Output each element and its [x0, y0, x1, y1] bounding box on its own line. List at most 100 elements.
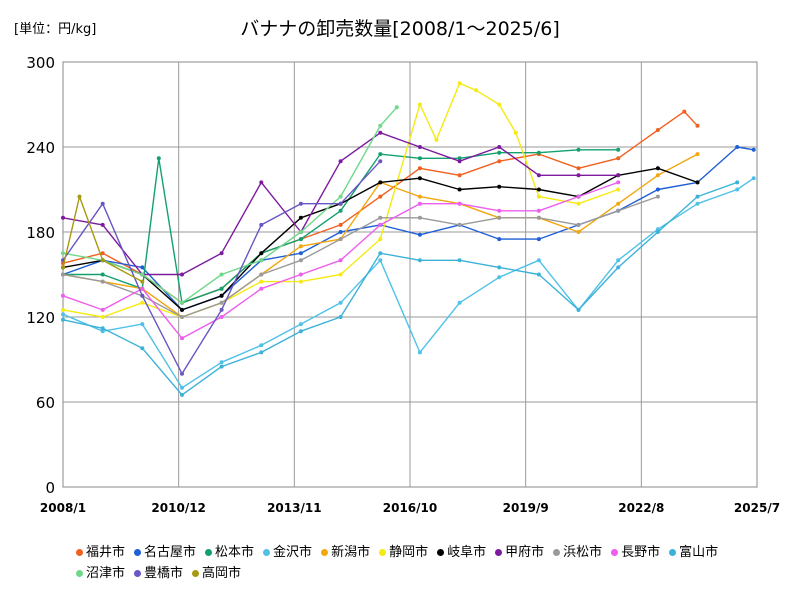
data-point — [536, 150, 541, 155]
data-point — [417, 176, 422, 181]
data-point — [536, 258, 541, 263]
legend-marker — [76, 549, 83, 556]
data-point — [378, 180, 383, 185]
x-tick-label: 2010/12 — [151, 501, 205, 515]
data-point — [298, 201, 303, 206]
data-point — [655, 230, 660, 234]
data-point — [219, 286, 224, 291]
data-point — [77, 194, 82, 199]
legend-item: 富山市 — [669, 542, 718, 563]
data-point — [140, 286, 145, 291]
data-point — [338, 300, 343, 305]
data-point — [259, 251, 264, 256]
data-point — [61, 251, 65, 256]
data-point — [616, 147, 621, 152]
data-point — [259, 258, 264, 263]
data-point — [100, 279, 105, 284]
legend-item: 長野市 — [611, 542, 660, 563]
data-point — [338, 258, 343, 263]
data-point — [735, 180, 740, 185]
data-point — [576, 222, 581, 227]
data-point — [298, 251, 303, 256]
x-tick-label: 2008/1 — [40, 501, 86, 515]
data-point — [180, 371, 184, 376]
data-point — [338, 159, 343, 164]
data-point — [259, 279, 264, 284]
data-point — [576, 147, 581, 152]
data-point — [497, 237, 502, 242]
data-point — [378, 222, 383, 227]
data-point — [434, 137, 439, 142]
data-point — [576, 230, 581, 234]
data-point — [338, 230, 343, 234]
data-point — [536, 215, 541, 220]
data-point — [338, 194, 343, 199]
series-group — [61, 81, 756, 397]
data-point — [338, 272, 343, 277]
data-point — [378, 194, 383, 199]
data-point — [576, 201, 581, 206]
legend-marker — [134, 570, 142, 577]
data-point — [259, 180, 264, 185]
data-point — [751, 147, 756, 152]
data-point — [180, 307, 184, 312]
data-point — [338, 208, 343, 213]
data-point — [457, 173, 462, 178]
data-point — [180, 272, 184, 277]
legend-marker — [263, 549, 271, 556]
data-point — [655, 173, 660, 178]
data-point — [497, 159, 502, 164]
data-point — [219, 293, 224, 298]
legend-label: 松本市 — [215, 545, 255, 560]
data-point — [378, 152, 383, 157]
data-point — [100, 258, 105, 263]
data-point — [298, 244, 303, 249]
data-point — [140, 293, 145, 298]
data-point — [536, 272, 541, 277]
data-point — [417, 166, 422, 171]
data-point — [378, 159, 383, 164]
data-point — [61, 215, 65, 220]
data-point — [61, 265, 65, 270]
legend-marker — [437, 549, 445, 556]
data-point — [61, 293, 65, 298]
series-9 — [61, 194, 660, 319]
series-line — [62, 195, 143, 283]
legend-marker — [495, 549, 503, 556]
series-11 — [61, 180, 740, 397]
legend-label: 甲府市 — [505, 545, 545, 560]
data-point — [497, 215, 502, 220]
legend-item: 浜松市 — [553, 542, 602, 563]
legend-item: 金沢市 — [263, 542, 312, 563]
x-tick-label: 2019/9 — [503, 501, 549, 515]
data-point — [474, 88, 479, 93]
data-point — [616, 173, 621, 178]
data-point — [298, 322, 303, 327]
legend-label: 新潟市 — [331, 545, 371, 560]
data-point — [417, 350, 422, 355]
data-point — [61, 307, 65, 312]
data-point — [140, 300, 145, 305]
data-point — [457, 187, 462, 192]
data-point — [219, 364, 224, 369]
data-point — [576, 173, 581, 178]
data-point — [457, 81, 462, 86]
data-point — [298, 329, 303, 334]
data-point — [616, 258, 621, 263]
data-point — [156, 156, 161, 161]
data-point — [378, 123, 383, 128]
legend-marker — [669, 549, 677, 556]
data-point — [378, 251, 383, 256]
x-tick-label: 2016/10 — [383, 501, 437, 515]
data-point — [616, 180, 621, 185]
legend-label: 静岡市 — [389, 545, 429, 560]
data-point — [338, 222, 343, 227]
data-point — [616, 201, 621, 206]
data-point — [394, 105, 399, 110]
data-point — [140, 272, 145, 277]
data-point — [457, 156, 462, 161]
legend-label: 長野市 — [621, 545, 661, 560]
data-point — [140, 346, 145, 351]
data-point — [298, 237, 303, 242]
